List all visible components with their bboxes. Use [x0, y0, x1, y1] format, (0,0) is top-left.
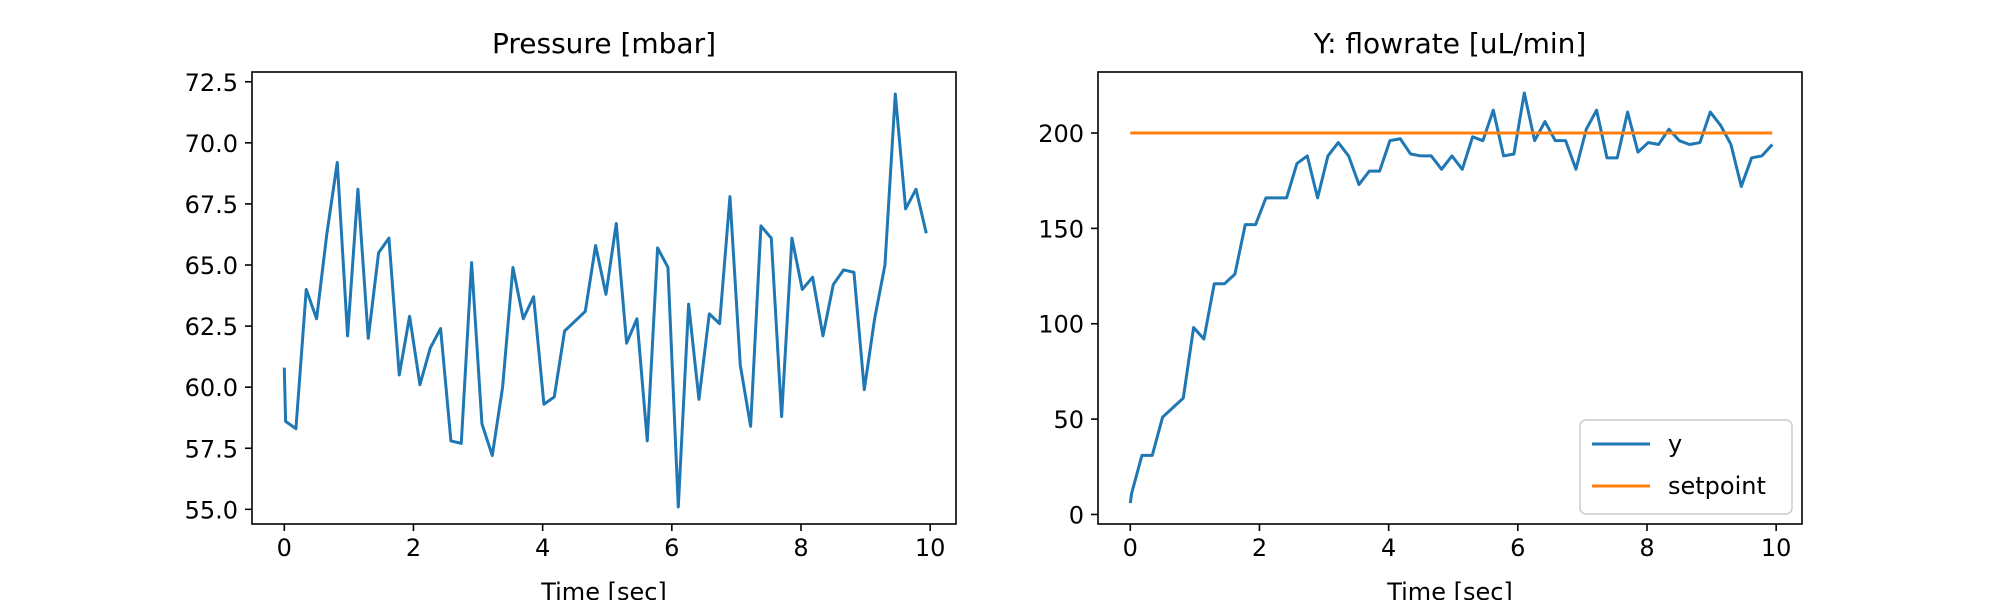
y-tick-label: 72.5: [185, 69, 238, 97]
y-ticks-flowrate: 0 50 100 150 200: [1038, 120, 1098, 529]
plot-area-pressure: [282, 92, 928, 509]
chart-title-flowrate: Y: flowrate [uL/min]: [1313, 27, 1587, 60]
axes-frame-flowrate: [1097, 71, 1803, 525]
axes-frame-pressure: [251, 71, 957, 525]
chart-pressure: Pressure [mbar] 0 2 4 6 8 10 55.0 57.5 60.0 62.5…: [185, 27, 957, 600]
y-tick-label: 100: [1038, 311, 1084, 339]
legend-label-setpoint: setpoint: [1668, 472, 1766, 500]
x-tick-label: 10: [1761, 534, 1792, 562]
plot-area-flowrate: [1128, 91, 1774, 504]
y-tick-label: 150: [1038, 215, 1084, 243]
x-axis-label-pressure: Time [sec]: [540, 578, 667, 600]
y-tick-label: 60.0: [185, 374, 238, 402]
x-ticks-pressure: 0 2 4 6 8 10: [277, 524, 946, 562]
x-tick-label: 8: [793, 534, 808, 562]
x-ticks-flowrate: 0 2 4 6 8 10: [1123, 524, 1792, 562]
series-line-y: [1128, 91, 1774, 504]
x-tick-label: 6: [664, 534, 679, 562]
x-tick-label: 8: [1639, 534, 1654, 562]
y-ticks-pressure: 55.0 57.5 60.0 62.5 65.0 67.5 70.0 72.5: [185, 69, 252, 524]
x-tick-label: 0: [277, 534, 292, 562]
y-tick-label: 67.5: [185, 191, 238, 219]
y-tick-label: 65.0: [185, 252, 238, 280]
legend-label-y: y: [1668, 430, 1682, 458]
y-tick-label: 55.0: [185, 496, 238, 524]
x-axis-label-flowrate: Time [sec]: [1386, 578, 1513, 600]
y-tick-label: 0: [1069, 501, 1084, 529]
chart-title-pressure: Pressure [mbar]: [492, 27, 716, 60]
x-tick-label: 2: [406, 534, 421, 562]
y-tick-label: 62.5: [185, 313, 238, 341]
y-tick-label: 200: [1038, 120, 1084, 148]
series-line-pressure: [282, 92, 928, 509]
y-tick-label: 50: [1053, 406, 1084, 434]
x-tick-label: 2: [1252, 534, 1267, 562]
x-tick-label: 10: [915, 534, 946, 562]
legend: y setpoint: [1579, 419, 1793, 515]
y-tick-label: 70.0: [185, 130, 238, 158]
y-tick-label: 57.5: [185, 435, 238, 463]
x-tick-label: 0: [1123, 534, 1138, 562]
x-tick-label: 4: [535, 534, 550, 562]
x-tick-label: 6: [1510, 534, 1525, 562]
x-tick-label: 4: [1381, 534, 1396, 562]
chart-flowrate: Y: flowrate [uL/min] 0 2 4 6 8 10 0 50 100 150 20…: [1038, 27, 1803, 600]
